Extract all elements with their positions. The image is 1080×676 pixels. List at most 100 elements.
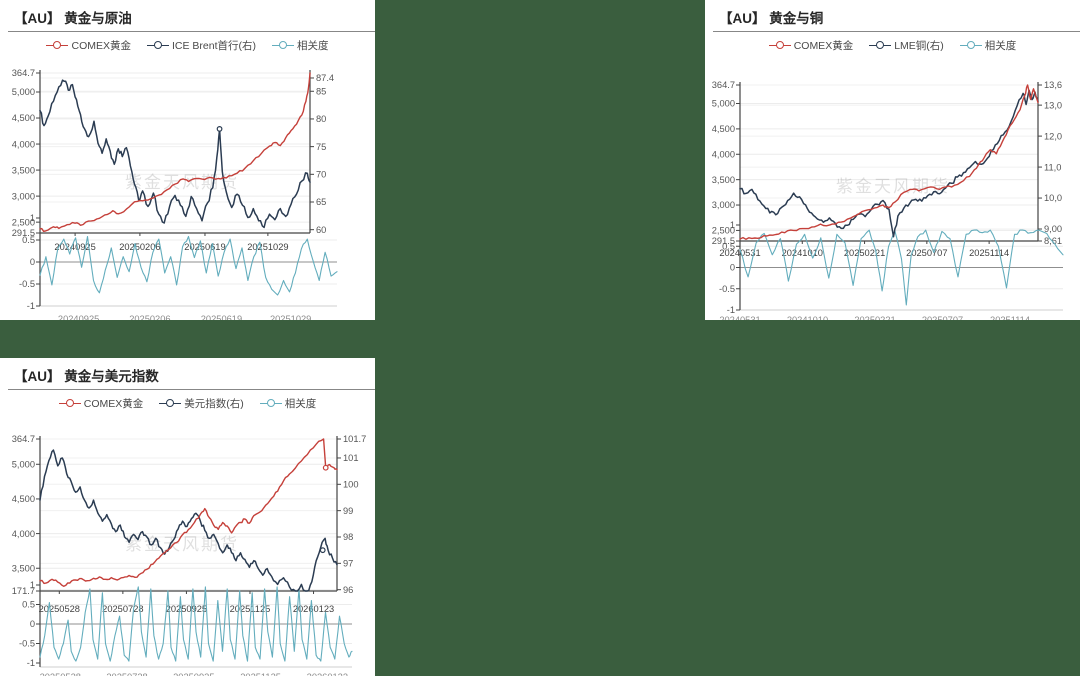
- legend-label: 美元指数(右): [184, 398, 244, 410]
- x-axis-date-label-clipped: 20250206: [129, 314, 170, 320]
- legend-item[interactable]: 美元指数(右): [159, 396, 244, 411]
- axis-tick-label: 171.7: [12, 586, 35, 596]
- x-axis-date-label: 20241010: [782, 248, 823, 258]
- chart-legend: COMEX黄金 ICE Brent首行(右) 相关度: [0, 38, 375, 53]
- axis-tick-label: 13,6: [1044, 80, 1062, 90]
- chart-panel-gold-usdindex: 【AU】 黄金与美元指数 COMEX黄金 美元指数(右) 相关度 紫金天风期货 364…: [0, 358, 375, 676]
- correlation-line: [739, 229, 1064, 306]
- chart-plot[interactable]: 紫金天风期货 364.7 5,000 4,500 4,000 3,500 171.7 101.…: [0, 358, 375, 676]
- chart-panel-gold-copper: 【AU】 黄金与铜 COMEX黄金 LME铜(右) 相关度 紫金天风期货 364.7 5…: [705, 0, 1080, 320]
- axis-tick-label: 0.5: [22, 600, 35, 610]
- comex-gold-line: [739, 84, 1039, 241]
- x-axis-date-label-clipped: 20241010: [787, 315, 828, 320]
- axis-tick-label: -0.5: [19, 639, 35, 649]
- legend-label: 相关度: [284, 398, 317, 410]
- axis-tick-label: 85: [316, 86, 326, 96]
- x-axis-date-label-clipped: 20250707: [922, 315, 963, 320]
- axis-tick-label: 0.5: [722, 241, 735, 251]
- legend-item[interactable]: 相关度: [272, 38, 329, 53]
- legend-marker-icon: [272, 41, 295, 50]
- x-axis-date-label: 20240925: [54, 242, 95, 252]
- axis-tick-label: 70: [316, 170, 326, 180]
- axis-tick-label: 101: [343, 453, 359, 463]
- x-axis-date-label-clipped: 20250925: [173, 672, 214, 676]
- axis-tick-label: 10,0: [1044, 193, 1062, 203]
- axis-tick-label: 364.7: [712, 80, 735, 90]
- comex-gold-line: [39, 72, 311, 233]
- axis-tick-label: 364.7: [12, 434, 35, 444]
- axis-tick-label: 11,0: [1044, 162, 1061, 172]
- axis-tick-label: 5,000: [712, 99, 735, 109]
- axis-tick-label: 0: [30, 257, 35, 267]
- legend-marker-icon: [259, 399, 282, 408]
- legend-marker-icon: [159, 399, 182, 408]
- x-axis-date-label: 20250728: [102, 604, 143, 614]
- x-axis-date-label: 20251125: [230, 604, 271, 614]
- x-axis-date-label: 20250707: [906, 248, 947, 258]
- chart-title: 【AU】 黄金与美元指数: [14, 369, 159, 384]
- legend-label: ICE Brent首行(右): [172, 40, 257, 52]
- correlation-line: [39, 235, 338, 296]
- legend-label: 相关度: [297, 40, 329, 52]
- legend-label: COMEX黄金: [793, 40, 854, 52]
- legend-label: COMEX黄金: [83, 398, 144, 410]
- x-axis-date-label: 20240531: [719, 248, 760, 258]
- axis-tick-label: 1: [730, 220, 735, 230]
- axis-tick-label: 4,500: [12, 113, 35, 123]
- chart-legend: COMEX黄金 美元指数(右) 相关度: [0, 396, 375, 411]
- data-point-marker: [322, 464, 329, 471]
- axis-tick-label: -0.5: [719, 284, 735, 294]
- axis-tick-label: 0.5: [22, 235, 35, 245]
- chart-plot[interactable]: 紫金天风期货 364.7 5,000 4,500 4,000 3,500 3,000 2,50…: [705, 0, 1080, 320]
- axis-tick-label: 364.7: [12, 68, 35, 78]
- legend-label: COMEX黄金: [71, 40, 131, 52]
- data-point-marker: [216, 126, 223, 132]
- x-axis-date-label: 20250221: [844, 248, 885, 258]
- watermark: 紫金天风期货: [125, 173, 239, 192]
- axis-tick-label: 4,000: [12, 139, 35, 149]
- title-divider: [713, 31, 1080, 32]
- axis-tick-label: 291.5: [712, 236, 735, 246]
- axis-tick-label: -1: [727, 305, 735, 315]
- x-axis-date-label-clipped: 20250221: [854, 315, 895, 320]
- axis-tick-label: 3,500: [12, 563, 35, 573]
- legend-item[interactable]: LME铜(右): [869, 38, 944, 53]
- legend-marker-icon: [959, 41, 982, 50]
- legend-item[interactable]: COMEX黄金: [58, 396, 144, 411]
- x-axis-date-label-clipped: 20250619: [201, 314, 242, 320]
- x-axis-date-label-clipped: 20251029: [270, 314, 311, 320]
- axis-tick-label: 12,0: [1044, 131, 1062, 141]
- axis-tick-label: 0: [30, 619, 35, 629]
- axis-tick-label: 4,000: [12, 529, 35, 539]
- axis-tick-label: 98: [343, 532, 353, 542]
- x-axis-date-label-clipped: 20251114: [990, 315, 1030, 320]
- legend-item[interactable]: 相关度: [259, 396, 317, 411]
- legend-item[interactable]: COMEX黄金: [46, 38, 131, 53]
- legend-item[interactable]: ICE Brent首行(右): [147, 38, 256, 53]
- legend-marker-icon: [46, 41, 69, 50]
- chart-legend: COMEX黄金 LME铜(右) 相关度: [705, 38, 1080, 53]
- title-divider: [8, 389, 375, 390]
- data-point-marker: [319, 547, 326, 554]
- axis-tick-label: 4,500: [12, 494, 35, 504]
- title-divider: [8, 31, 375, 32]
- x-axis-date-label-clipped: 20251125: [240, 672, 281, 676]
- x-axis-date-label-clipped: 20240925: [58, 314, 99, 320]
- axis-tick-label: 75: [316, 142, 326, 152]
- legend-item[interactable]: COMEX黄金: [768, 38, 854, 53]
- chart-title: 【AU】 黄金与铜: [719, 11, 824, 26]
- usd-index-line: [39, 449, 338, 592]
- legend-item[interactable]: 相关度: [959, 38, 1016, 53]
- axis-tick-label: 3,500: [12, 165, 35, 175]
- axis-tick-label: 60: [316, 225, 326, 235]
- axis-tick-label: 99: [343, 506, 353, 516]
- axis-tick-label: 96: [343, 585, 353, 595]
- lme-copper-line: [739, 89, 1039, 238]
- axis-tick-label: 87.4: [316, 73, 334, 83]
- chart-plot[interactable]: 紫金天风期货 364.7 5,000 4,500 4,000 3,500 3,000 2,50…: [0, 0, 375, 320]
- x-axis-date-label: 20250528: [39, 604, 80, 614]
- legend-marker-icon: [147, 41, 169, 50]
- axis-tick-label: 0: [730, 263, 735, 273]
- x-axis-date-label-clipped: 20260123: [307, 672, 348, 676]
